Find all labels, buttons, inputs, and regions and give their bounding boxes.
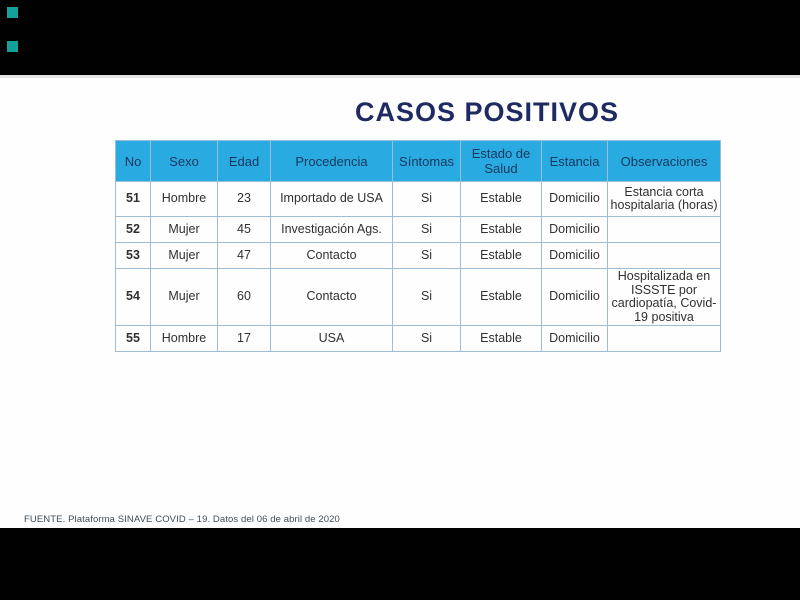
cell-no: 51	[115, 181, 151, 217]
cell-estancia: Domicilio	[541, 181, 608, 217]
cell-sintomas: Si	[392, 325, 461, 352]
cell-sintomas: Si	[392, 216, 461, 243]
cell-observaciones	[607, 216, 721, 243]
page-title: CASOS POSITIVOS	[354, 97, 620, 127]
cell-estancia: Domicilio	[541, 216, 608, 243]
cell-procedencia: Investigación Ags.	[270, 216, 393, 243]
cell-estado: Estable	[460, 325, 542, 352]
cell-procedencia: Contacto	[270, 268, 393, 326]
cell-edad: 47	[217, 242, 271, 269]
cell-edad: 60	[217, 268, 271, 326]
cell-estancia: Domicilio	[541, 268, 608, 326]
cell-no: 52	[115, 216, 151, 243]
cell-sintomas: Si	[392, 181, 461, 217]
cell-sexo: Hombre	[150, 325, 218, 352]
cell-observaciones	[607, 242, 721, 269]
cell-procedencia: Importado de USA	[270, 181, 393, 217]
source-note: FUENTE. Plataforma SINAVE COVID – 19. Da…	[24, 514, 340, 525]
cell-estado: Estable	[460, 181, 542, 217]
slide-content: CASOS POSITIVOS No Sexo Edad Procedencia…	[0, 75, 800, 528]
table-row: 52 Mujer 45 Investigación Ags. Si Establ…	[115, 216, 721, 243]
cell-procedencia: USA	[270, 325, 393, 352]
table-header-row: No Sexo Edad Procedencia Síntomas Estado…	[115, 140, 721, 182]
column-header-observaciones: Observaciones	[607, 140, 721, 182]
column-header-estado-de-salud: Estado de Salud	[460, 140, 542, 182]
cell-edad: 23	[217, 181, 271, 217]
table-row: 53 Mujer 47 Contacto Si Estable Domicili…	[115, 242, 721, 269]
column-header-sexo: Sexo	[150, 140, 218, 182]
cell-sexo: Hombre	[150, 181, 218, 217]
cell-estado: Estable	[460, 242, 542, 269]
cell-sintomas: Si	[392, 268, 461, 326]
cell-no: 53	[115, 242, 151, 269]
cell-estancia: Domicilio	[541, 325, 608, 352]
cell-estado: Estable	[460, 216, 542, 243]
teal-decoration-square-2	[7, 41, 18, 52]
column-header-procedencia: Procedencia	[270, 140, 393, 182]
cell-observaciones: Hospitalizada en ISSSTE por cardiopatía,…	[607, 268, 721, 326]
table-row: 54 Mujer 60 Contacto Si Estable Domicili…	[115, 268, 721, 326]
cell-edad: 17	[217, 325, 271, 352]
cell-edad: 45	[217, 216, 271, 243]
cell-sexo: Mujer	[150, 268, 218, 326]
cell-observaciones: Estancia corta hospitalaria (horas)	[607, 181, 721, 217]
table-row: 51 Hombre 23 Importado de USA Si Estable…	[115, 181, 721, 217]
teal-decoration-square-1	[7, 7, 18, 18]
bottom-letterbox-bar	[0, 528, 800, 600]
column-header-estancia: Estancia	[541, 140, 608, 182]
column-header-no: No	[115, 140, 151, 182]
cases-table: No Sexo Edad Procedencia Síntomas Estado…	[115, 140, 721, 352]
top-letterbox-bar	[0, 0, 800, 75]
cell-sexo: Mujer	[150, 216, 218, 243]
cell-estado: Estable	[460, 268, 542, 326]
table-row: 55 Hombre 17 USA Si Estable Domicilio	[115, 325, 721, 352]
cell-sintomas: Si	[392, 242, 461, 269]
cell-estancia: Domicilio	[541, 242, 608, 269]
cell-procedencia: Contacto	[270, 242, 393, 269]
cell-sexo: Mujer	[150, 242, 218, 269]
cell-observaciones	[607, 325, 721, 352]
column-header-edad: Edad	[217, 140, 271, 182]
cell-no: 55	[115, 325, 151, 352]
cell-no: 54	[115, 268, 151, 326]
column-header-sintomas: Síntomas	[392, 140, 461, 182]
